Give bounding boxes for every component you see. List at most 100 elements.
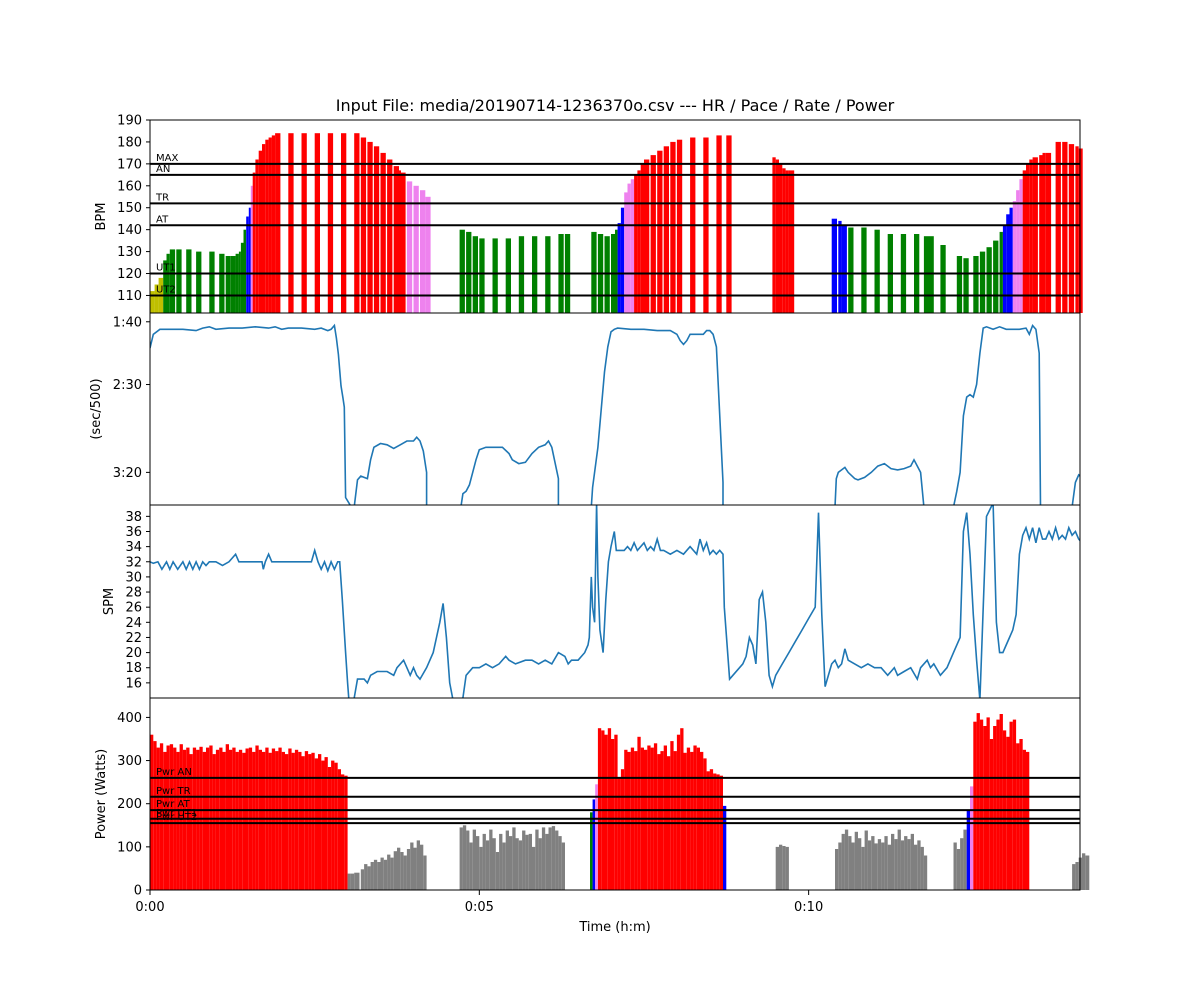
power-bar xyxy=(561,842,565,890)
power-bar xyxy=(499,833,503,890)
pace-ylabel: (sec/500) xyxy=(89,378,104,439)
power-bar xyxy=(590,812,593,890)
hr-bar xyxy=(1019,179,1023,313)
power-bar xyxy=(373,859,378,890)
power-bar xyxy=(360,869,365,890)
hr-bar xyxy=(716,135,722,313)
pace-ytick-label: 3:20 xyxy=(113,466,142,481)
power-bar xyxy=(182,749,187,890)
power-bar xyxy=(334,762,338,890)
hr-bar xyxy=(176,249,182,313)
hr-bar xyxy=(923,236,929,313)
hr-bar xyxy=(620,207,625,313)
rate-ytick-label: 22 xyxy=(125,631,142,646)
power-bar xyxy=(555,830,559,890)
power-bar xyxy=(1012,719,1017,890)
power-bar xyxy=(703,758,707,890)
hr-zone-label: UT1 xyxy=(156,263,176,274)
power-bar xyxy=(607,728,612,890)
hr-zone-label: MAX xyxy=(156,153,178,164)
hr-bar xyxy=(772,157,776,313)
power-zone-label: Pwr UT1 xyxy=(156,808,197,819)
power-bar xyxy=(709,769,714,890)
hr-bar xyxy=(373,146,380,313)
power-bar xyxy=(644,749,648,890)
power-bar xyxy=(881,842,885,890)
power-bar xyxy=(298,751,302,890)
hr-zone-label: UT2 xyxy=(156,284,176,295)
hr-bar xyxy=(928,236,934,313)
power-bar xyxy=(238,749,243,890)
power-bar xyxy=(775,846,779,890)
power-bar xyxy=(505,830,509,890)
power-bar xyxy=(153,741,157,890)
x-tick-label: 0:05 xyxy=(465,900,494,915)
rate-ytick-label: 32 xyxy=(125,555,142,570)
power-bar xyxy=(1009,721,1013,890)
hr-bar xyxy=(186,249,192,313)
hr-bar xyxy=(1012,201,1017,313)
power-bar xyxy=(1085,855,1090,890)
power-bar xyxy=(532,846,536,890)
hr-bar xyxy=(466,231,472,313)
power-bar xyxy=(400,852,404,890)
power-bar xyxy=(262,751,266,890)
power-bar xyxy=(670,741,674,890)
rate-ytick-label: 28 xyxy=(125,586,142,601)
power-bar xyxy=(255,745,259,890)
hr-bar xyxy=(150,291,155,313)
power-bar xyxy=(854,831,858,890)
power-bar xyxy=(627,751,631,890)
power-bar xyxy=(680,728,684,890)
power-bar xyxy=(953,842,957,890)
hr-bar xyxy=(782,168,786,314)
x-tick-label: 0:10 xyxy=(794,900,823,915)
hr-bar xyxy=(1032,157,1038,313)
hr-ytick-label: 150 xyxy=(117,201,142,216)
power-bar xyxy=(202,751,206,890)
power-bar xyxy=(719,775,723,890)
power-zone-label: Pwr AN xyxy=(156,767,192,778)
power-bar xyxy=(331,760,335,890)
power-bar xyxy=(403,855,407,890)
power-bar xyxy=(179,744,183,890)
power-bar xyxy=(986,717,990,890)
power-bar xyxy=(1026,751,1030,890)
power-bar xyxy=(350,873,355,890)
hr-bar xyxy=(459,229,465,313)
hr-bar xyxy=(1006,214,1010,313)
power-bar xyxy=(877,839,882,890)
rate-ytick-label: 20 xyxy=(125,646,142,661)
power-bar xyxy=(647,745,651,890)
power-bar xyxy=(189,754,193,890)
power-bar xyxy=(676,734,681,890)
power-bar xyxy=(920,846,924,890)
power-bar xyxy=(973,721,977,890)
power-bar xyxy=(209,745,213,890)
power-bar xyxy=(614,734,618,890)
power-ytick-label: 100 xyxy=(117,840,142,855)
hr-bar xyxy=(1045,152,1052,313)
rate-ytick-label: 18 xyxy=(125,661,142,676)
power-bar xyxy=(653,743,658,890)
hr-bar xyxy=(779,163,783,313)
power-bar xyxy=(637,736,641,890)
hr-bar xyxy=(163,260,167,313)
hr-bar xyxy=(425,196,431,313)
rate-ylabel: SPM xyxy=(102,588,117,615)
power-bar xyxy=(163,751,167,890)
power-bar xyxy=(1072,864,1076,890)
hr-bar xyxy=(380,152,386,313)
power-bar xyxy=(367,866,371,890)
hr-bar xyxy=(479,238,485,313)
hr-bar xyxy=(617,223,621,313)
power-bar xyxy=(489,829,493,890)
hr-ytick-label: 160 xyxy=(117,179,142,194)
power-bar xyxy=(657,754,661,890)
rate-ytick-label: 30 xyxy=(125,570,142,585)
power-bar xyxy=(923,855,928,890)
power-bar xyxy=(311,752,315,890)
power-bar xyxy=(341,774,345,890)
power-bar xyxy=(874,843,878,890)
hr-bar xyxy=(841,225,847,313)
